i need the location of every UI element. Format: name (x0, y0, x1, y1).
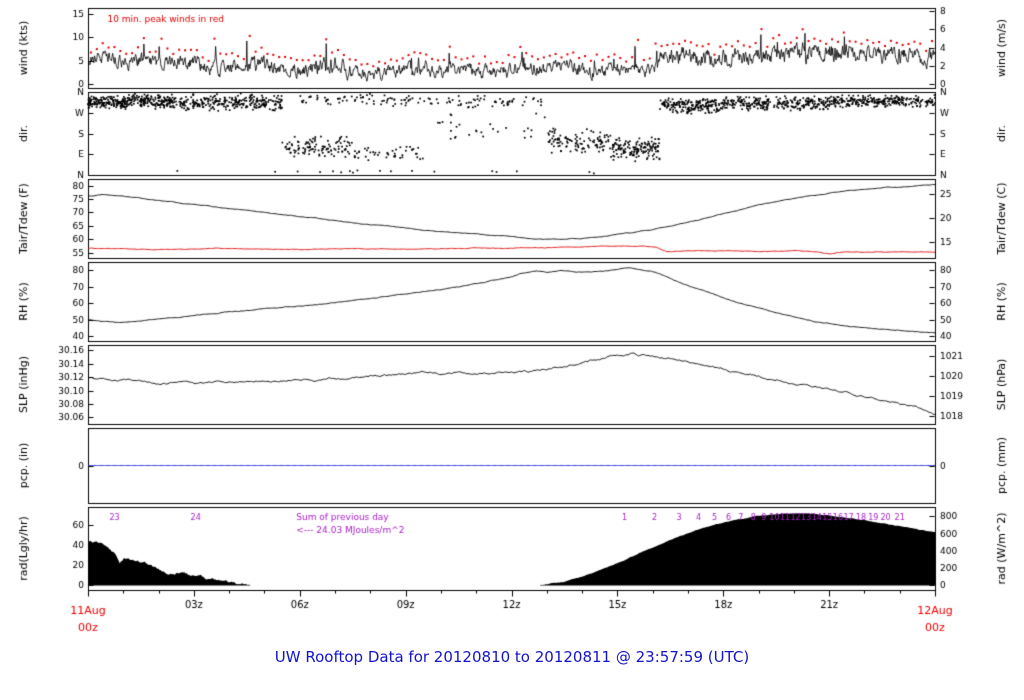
chart-title: UW Rooftop Data for 20120810 to 20120811… (274, 648, 750, 666)
weather-timeseries-chart (0, 0, 1024, 644)
